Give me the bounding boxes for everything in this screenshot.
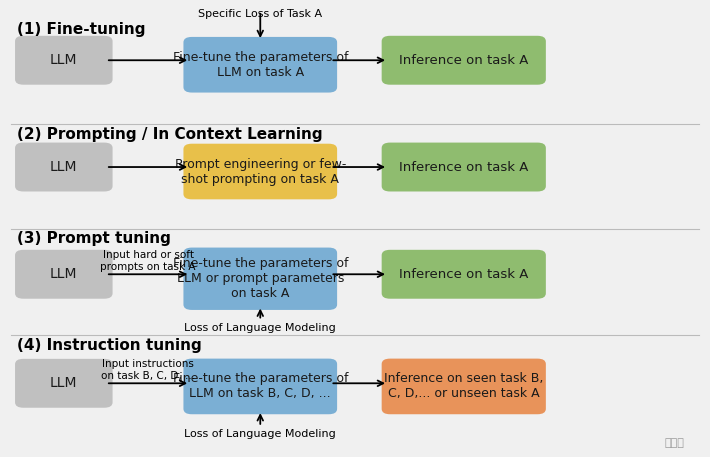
Text: Fine-tune the parameters of
LLM on task A: Fine-tune the parameters of LLM on task … xyxy=(173,51,348,79)
Text: Inference on task A: Inference on task A xyxy=(399,54,528,67)
Text: Prompt engineering or few-
shot prompting on task A: Prompt engineering or few- shot promptin… xyxy=(175,158,346,186)
FancyBboxPatch shape xyxy=(15,250,113,299)
FancyBboxPatch shape xyxy=(183,359,337,414)
FancyBboxPatch shape xyxy=(183,143,337,199)
FancyBboxPatch shape xyxy=(183,37,337,93)
Text: Loss of Language Modeling: Loss of Language Modeling xyxy=(185,429,336,439)
Text: Inference on task A: Inference on task A xyxy=(399,268,528,281)
Text: Input instructions
on task B, C, D, ...: Input instructions on task B, C, D, ... xyxy=(101,360,195,381)
Text: Loss of Language Modeling: Loss of Language Modeling xyxy=(185,323,336,333)
Text: (2) Prompting / In Context Learning: (2) Prompting / In Context Learning xyxy=(17,127,322,142)
Text: LLM: LLM xyxy=(50,53,77,67)
Text: (3) Prompt tuning: (3) Prompt tuning xyxy=(17,231,170,246)
Text: LLM: LLM xyxy=(50,160,77,174)
Text: LLM: LLM xyxy=(50,376,77,390)
FancyBboxPatch shape xyxy=(15,36,113,85)
Text: Inference on task A: Inference on task A xyxy=(399,160,528,174)
Text: LLM: LLM xyxy=(50,267,77,281)
FancyBboxPatch shape xyxy=(382,250,546,299)
Text: Specific Loss of Task A: Specific Loss of Task A xyxy=(198,9,322,19)
Text: 旺知识: 旺知识 xyxy=(665,438,684,448)
FancyBboxPatch shape xyxy=(15,143,113,191)
Text: (1) Fine-tuning: (1) Fine-tuning xyxy=(17,22,146,37)
FancyBboxPatch shape xyxy=(15,359,113,408)
Text: (4) Instruction tuning: (4) Instruction tuning xyxy=(17,338,202,353)
FancyBboxPatch shape xyxy=(382,36,546,85)
Text: Fine-tune the parameters of
LLM or prompt parameters
on task A: Fine-tune the parameters of LLM or promp… xyxy=(173,257,348,300)
FancyBboxPatch shape xyxy=(382,359,546,414)
Text: Fine-tune the parameters of
LLM on task B, C, D, ...: Fine-tune the parameters of LLM on task … xyxy=(173,372,348,400)
Text: Input hard or soft
prompts on task A: Input hard or soft prompts on task A xyxy=(100,250,196,272)
Text: Inference on seen task B,
C, D,... or unseen task A: Inference on seen task B, C, D,... or un… xyxy=(384,372,543,400)
FancyBboxPatch shape xyxy=(382,143,546,191)
FancyBboxPatch shape xyxy=(183,248,337,310)
